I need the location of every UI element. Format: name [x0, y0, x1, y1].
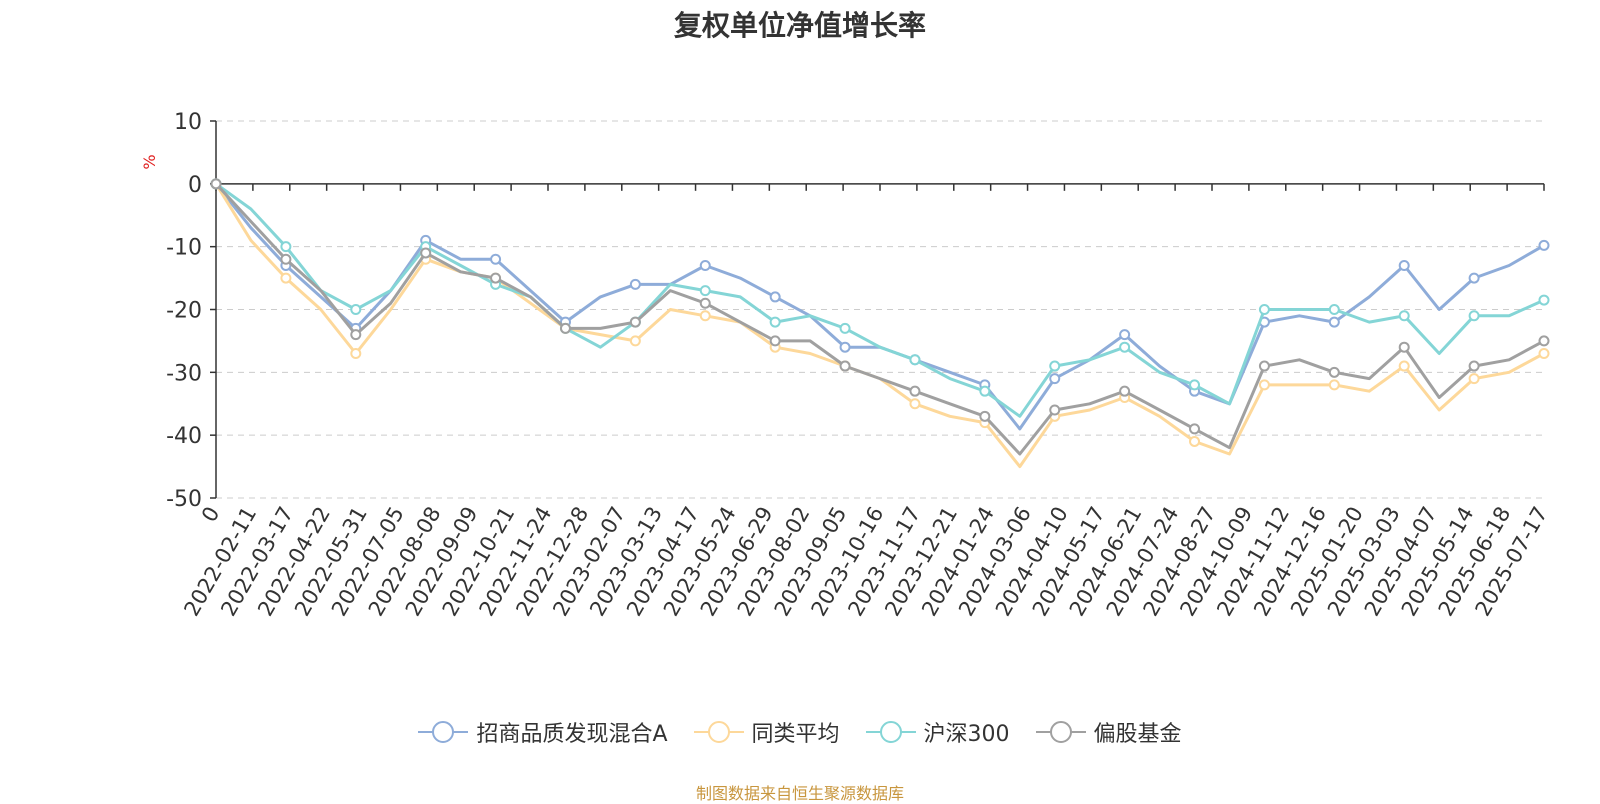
data-point: [1398, 341, 1410, 353]
data-point: [629, 278, 641, 290]
data-point: [1258, 360, 1270, 372]
data-point: [909, 398, 921, 410]
y-tick-label: -40: [166, 424, 202, 449]
data-point: [1538, 347, 1550, 359]
chart-title: 复权单位净值增长率: [673, 9, 926, 42]
data-point: [699, 285, 711, 297]
legend-item[interactable]: 招商品质发现混合A: [418, 716, 668, 748]
data-point: [839, 360, 851, 372]
data-point: [1328, 366, 1340, 378]
series-line-2: [215, 182, 1545, 418]
data-point: [629, 316, 641, 328]
data-point: [769, 335, 781, 347]
data-point: [490, 253, 502, 265]
y-tick-label: -50: [166, 487, 202, 512]
y-tick-label: 10: [174, 110, 202, 135]
data-point: [1049, 404, 1061, 416]
data-point: [490, 272, 502, 284]
y-tick-label: -20: [166, 299, 202, 324]
legend-item[interactable]: 沪深300: [865, 716, 1010, 748]
data-point: [979, 410, 991, 422]
line-chart: 100-10-20-30-40-50%02022-02-112022-03-17…: [140, 110, 1552, 620]
data-point: [280, 241, 292, 253]
data-point: [1538, 239, 1550, 251]
legend-label: 招商品质发现混合A: [476, 722, 668, 747]
legend-label: 偏股基金: [1093, 722, 1182, 747]
data-point: [1189, 435, 1201, 447]
legend-label: 沪深300: [923, 722, 1010, 747]
data-point: [1119, 385, 1131, 397]
data-point: [1468, 373, 1480, 385]
data-point: [909, 385, 921, 397]
data-point: [350, 347, 362, 359]
data-point: [629, 335, 641, 347]
data-point: [839, 341, 851, 353]
data-point: [699, 310, 711, 322]
data-point: [769, 316, 781, 328]
data-point: [909, 354, 921, 366]
data-point: [1468, 360, 1480, 372]
legend-marker-icon: [865, 720, 916, 744]
y-tick-label: -10: [166, 236, 202, 261]
series-line-0: [214, 182, 1545, 431]
data-point: [699, 260, 711, 272]
data-point: [1538, 335, 1550, 347]
series-line-3: [214, 182, 1545, 456]
data-point: [280, 272, 292, 284]
legend-marker-icon: [1035, 720, 1086, 744]
y-tick-label: -30: [166, 361, 202, 386]
data-point: [1119, 341, 1131, 353]
legend-marker-icon: [693, 720, 744, 744]
series-line-1: [214, 183, 1545, 469]
data-point: [1328, 379, 1340, 391]
data-point: [1049, 360, 1061, 372]
data-point: [1468, 272, 1480, 284]
data-point: [1189, 423, 1201, 435]
data-point: [839, 322, 851, 334]
data-point: [1258, 304, 1270, 315]
data-point: [1398, 360, 1410, 372]
data-point: [979, 385, 991, 397]
data-source-note: 制图数据来自恒生聚源数据库: [695, 784, 904, 803]
data-point: [350, 329, 362, 341]
data-point: [559, 322, 571, 334]
legend-item[interactable]: 偏股基金: [1035, 716, 1182, 748]
data-point: [1398, 310, 1410, 322]
x-tick-label: 0: [197, 503, 224, 527]
data-point: [1468, 310, 1480, 322]
data-point: [699, 297, 711, 309]
data-point: [1049, 373, 1061, 385]
data-point: [1189, 379, 1201, 391]
data-point: [1328, 304, 1340, 315]
data-point: [210, 178, 222, 190]
legend-label: 同类平均: [751, 722, 840, 747]
data-point: [350, 304, 362, 315]
y-axis-label: %: [140, 154, 159, 169]
data-point: [280, 253, 292, 265]
data-point: [1398, 260, 1410, 272]
data-point: [1119, 329, 1131, 341]
y-tick-label: 0: [188, 173, 202, 198]
legend-marker-icon: [418, 720, 469, 744]
data-point: [1258, 379, 1270, 391]
chart-legend: 招商品质发现混合A 同类平均 沪深300 偏股基金: [0, 716, 1600, 748]
data-point: [420, 247, 432, 259]
data-point: [769, 291, 781, 303]
data-point: [1328, 316, 1340, 328]
legend-item[interactable]: 同类平均: [693, 716, 840, 748]
data-point: [1538, 294, 1550, 306]
